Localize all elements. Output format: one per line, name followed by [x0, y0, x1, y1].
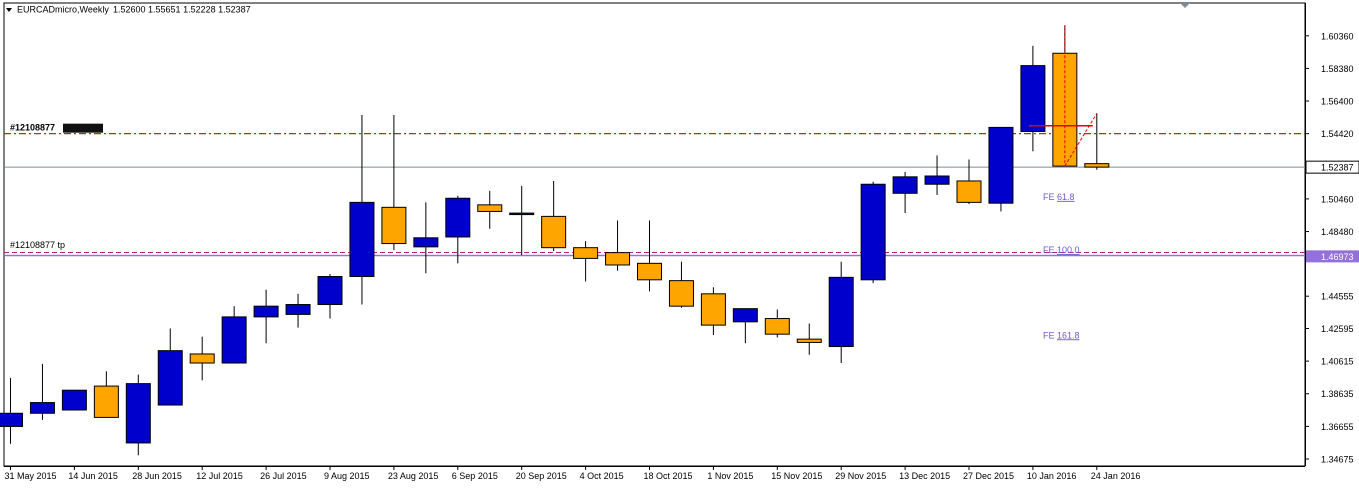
candle-body: [956, 180, 982, 203]
y-tick-label: 1.58380: [1321, 64, 1354, 74]
x-tick-label: 4 Oct 2015: [580, 471, 624, 481]
candle-body: [796, 338, 822, 343]
x-tick-label: 14 Jun 2015: [68, 471, 118, 481]
current-price-label: 1.52387: [1321, 163, 1354, 173]
candle-body: [732, 308, 758, 323]
x-tick-label: 18 Oct 2015: [644, 471, 693, 481]
x-tick-label: 13 Dec 2015: [899, 471, 950, 481]
candle-body: [221, 316, 247, 364]
x-tick-label: 31 May 2015: [5, 471, 57, 481]
fe-ratio: 161.8: [1057, 330, 1080, 340]
current-price-box: [1305, 160, 1359, 174]
x-tick-label: 29 Nov 2015: [835, 471, 886, 481]
candle-body: [125, 383, 151, 444]
shift-marker-icon: [1180, 3, 1190, 8]
candle-body: [157, 350, 183, 406]
candle-body: [988, 126, 1014, 204]
candle-body: [764, 318, 790, 335]
candle-body: [445, 197, 471, 238]
order-redaction: [63, 123, 103, 133]
y-tick-label: 1.40615: [1321, 357, 1354, 367]
candle-body: [253, 305, 279, 318]
tp-price-label: 1.46973: [1321, 252, 1354, 262]
fe-prefix: FE: [1043, 245, 1057, 255]
y-tick-label: 1.38635: [1321, 389, 1354, 399]
candle-body: [477, 204, 503, 212]
x-tick-label: 26 Jul 2015: [260, 471, 307, 481]
candle-body: [573, 247, 599, 259]
candle-body: [61, 389, 87, 411]
y-tick-label: 1.42595: [1321, 324, 1354, 334]
candle-body: [828, 276, 854, 348]
chart-symbol: EURCADmicro,Weekly: [17, 5, 109, 15]
y-tick-label: 1.48480: [1321, 227, 1354, 237]
fe-ratio: 61.8: [1057, 192, 1075, 202]
order-line-label: #12108877: [10, 123, 55, 133]
candle-body: [1020, 65, 1046, 133]
tp-line-label: #12108877 tp: [10, 240, 65, 250]
y-tick-label: 1.44555: [1321, 292, 1354, 302]
candle-body: [860, 183, 886, 281]
candle-body: [605, 252, 631, 266]
candle-body: [381, 206, 407, 245]
plot-frame: [3, 2, 1306, 467]
fe-ratio: 100.0: [1057, 245, 1080, 255]
tp-price-box: [1306, 250, 1359, 263]
x-tick-label: 27 Dec 2015: [963, 471, 1014, 481]
x-tick-label: 9 Aug 2015: [324, 471, 370, 481]
y-tick-label: 1.54420: [1321, 129, 1354, 139]
x-tick-label: 23 Aug 2015: [388, 471, 439, 481]
y-tick-label: 1.36655: [1321, 422, 1354, 432]
x-tick-label: 1 Nov 2015: [707, 471, 753, 481]
candle-body: [285, 304, 311, 315]
candle-body: [1052, 52, 1078, 167]
candle-body: [700, 293, 726, 326]
fe-level-label: FE 100.0: [1043, 245, 1080, 255]
header-dropdown-icon: [6, 8, 12, 12]
candle-body: [924, 175, 950, 185]
candle-body: [93, 385, 119, 418]
fe-prefix: FE: [1043, 192, 1057, 202]
candle-body: [189, 353, 215, 364]
fe-trend-line-2: [1064, 113, 1098, 167]
y-tick-label: 1.60360: [1321, 31, 1354, 41]
x-tick-label: 24 Jan 2016: [1091, 471, 1141, 481]
y-tick-label: 1.56400: [1321, 97, 1354, 107]
x-tick-label: 28 Jun 2015: [132, 471, 182, 481]
y-tick-label: 1.34675: [1321, 454, 1354, 464]
candle-body: [892, 176, 918, 194]
x-tick-label: 20 Sep 2015: [516, 471, 567, 481]
candle-body: [413, 237, 439, 248]
candle-body: [0, 412, 23, 427]
candle-body: [637, 262, 662, 281]
candle-body: [29, 402, 55, 414]
candle-body: [1084, 163, 1110, 168]
candle-body: [541, 215, 567, 249]
x-tick-label: 10 Jan 2016: [1027, 471, 1077, 481]
candle-body: [349, 201, 375, 278]
x-tick-label: 6 Sep 2015: [452, 471, 498, 481]
x-tick-label: 12 Jul 2015: [196, 471, 243, 481]
candle-body: [317, 276, 343, 306]
x-tick-label: 15 Nov 2015: [771, 471, 822, 481]
chart-ohlc: 1.52600 1.55651 1.52228 1.52387: [113, 5, 251, 15]
y-tick-label: 1.50460: [1321, 194, 1354, 204]
fe-level-label: FE 61.8: [1043, 192, 1075, 202]
candle-body: [668, 280, 694, 307]
fe-prefix: FE: [1043, 330, 1057, 340]
candle-body: [509, 212, 535, 216]
fe-level-label: FE 161.8: [1043, 330, 1080, 340]
